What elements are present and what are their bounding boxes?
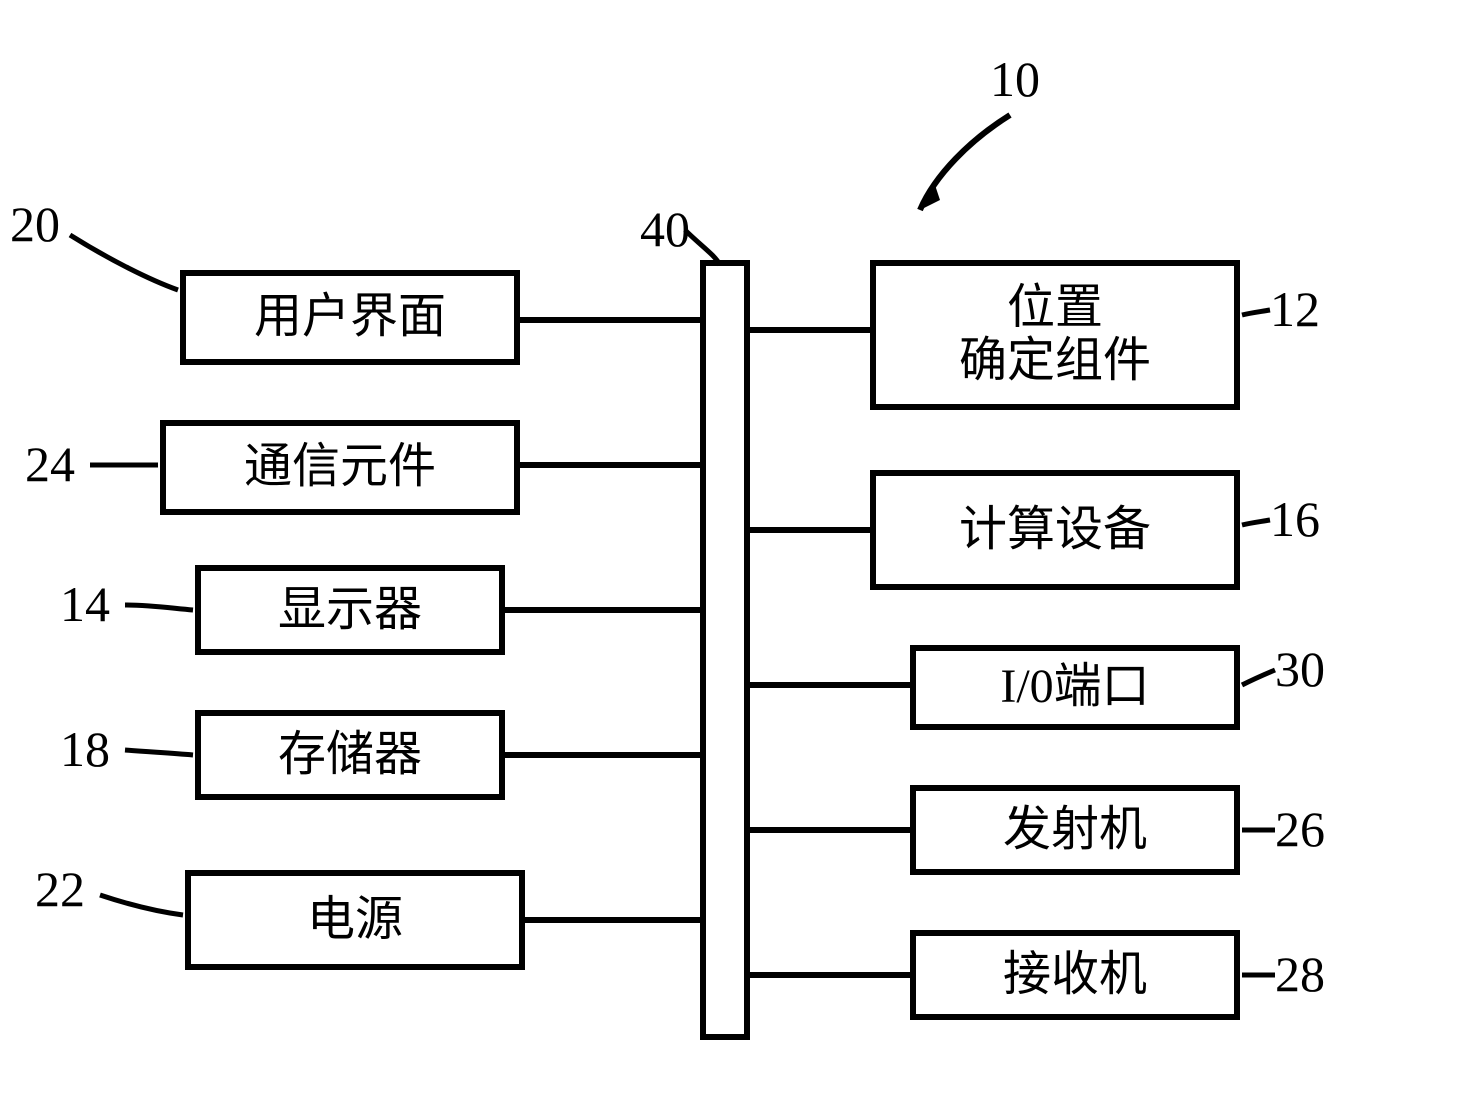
diagram-canvas: 10 40 用户界面20通信元件24显示器14存储器18电源22位置 确定组件1… — [0, 0, 1467, 1107]
ref-28-leader — [0, 0, 1467, 1107]
